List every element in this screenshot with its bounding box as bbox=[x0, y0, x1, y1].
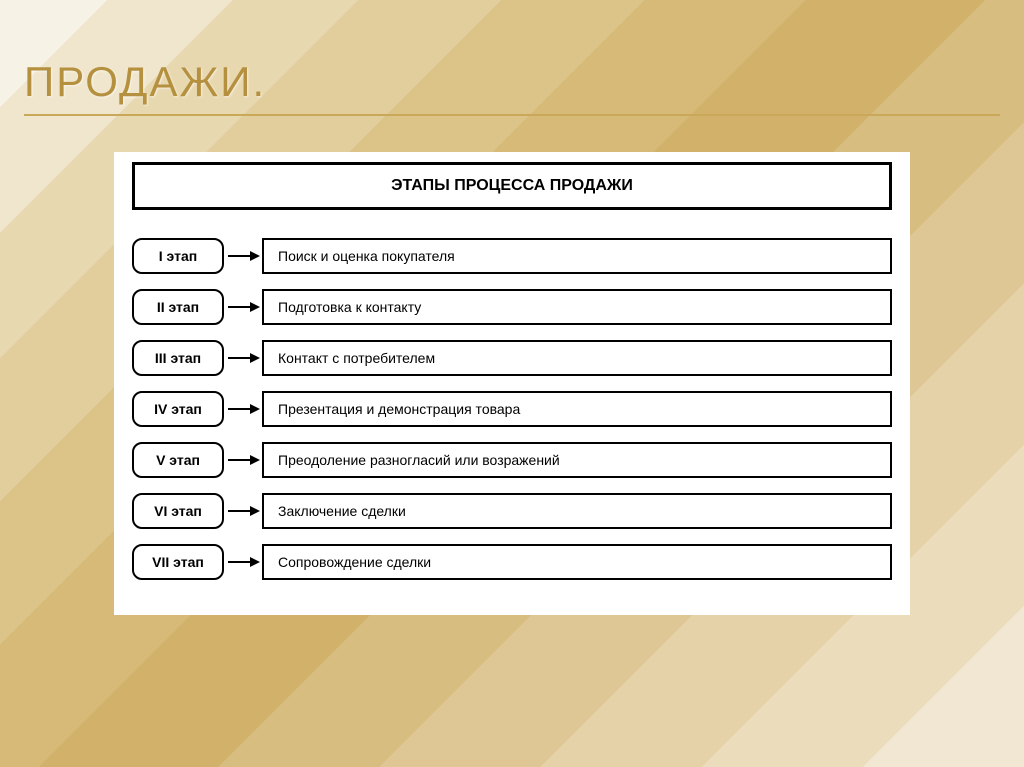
arrow-icon bbox=[224, 300, 262, 314]
stage-label: VII этап bbox=[132, 544, 224, 580]
arrow-icon bbox=[224, 453, 262, 467]
arrow-icon bbox=[224, 249, 262, 263]
stage-description: Сопровождение сделки bbox=[262, 544, 892, 580]
diagram-container: ЭТАПЫ ПРОЦЕССА ПРОДАЖИ I этап Поиск и оце… bbox=[114, 152, 910, 615]
stage-label: III этап bbox=[132, 340, 224, 376]
stage-row: I этап Поиск и оценка покупателя bbox=[132, 238, 892, 274]
stage-row: VII этап Сопровождение сделки bbox=[132, 544, 892, 580]
diagram-header: ЭТАПЫ ПРОЦЕССА ПРОДАЖИ bbox=[132, 162, 892, 210]
stage-row: V этап Преодоление разногласий или возраж… bbox=[132, 442, 892, 478]
stage-description: Контакт с потребителем bbox=[262, 340, 892, 376]
stage-description: Преодоление разногласий или возражений bbox=[262, 442, 892, 478]
stage-row: II этап Подготовка к контакту bbox=[132, 289, 892, 325]
arrow-icon bbox=[224, 402, 262, 416]
stage-description: Подготовка к контакту bbox=[262, 289, 892, 325]
stage-description: Презентация и демонстрация товара bbox=[262, 391, 892, 427]
stage-row: VI этап Заключение сделки bbox=[132, 493, 892, 529]
stage-label: I этап bbox=[132, 238, 224, 274]
arrow-icon bbox=[224, 351, 262, 365]
title-underline bbox=[24, 114, 1000, 116]
diagram-inner: ЭТАПЫ ПРОЦЕССА ПРОДАЖИ I этап Поиск и оце… bbox=[114, 152, 910, 615]
stage-description: Заключение сделки bbox=[262, 493, 892, 529]
stage-row: III этап Контакт с потребителем bbox=[132, 340, 892, 376]
stage-row: IV этап Презентация и демонстрация товара bbox=[132, 391, 892, 427]
stage-label: V этап bbox=[132, 442, 224, 478]
slide-title: ПРОДАЖИ. bbox=[24, 58, 266, 106]
stage-label: II этап bbox=[132, 289, 224, 325]
stage-rows: I этап Поиск и оценка покупателя II этап По… bbox=[132, 238, 892, 580]
arrow-icon bbox=[224, 555, 262, 569]
stage-label: IV этап bbox=[132, 391, 224, 427]
arrow-icon bbox=[224, 504, 262, 518]
stage-label: VI этап bbox=[132, 493, 224, 529]
stage-description: Поиск и оценка покупателя bbox=[262, 238, 892, 274]
